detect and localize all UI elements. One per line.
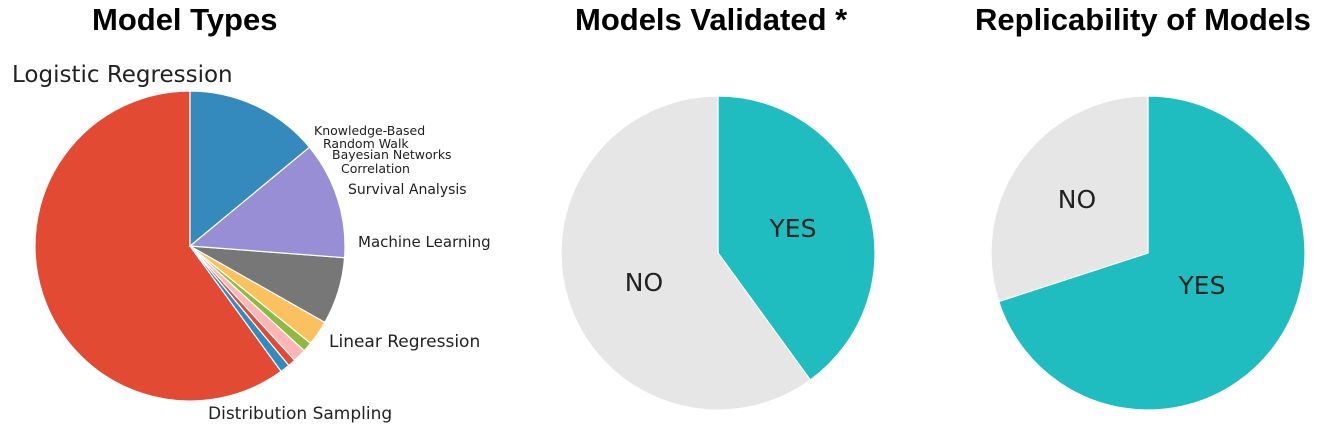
pie-slice-1-logistic-regression [34, 90, 282, 402]
pie-label-2-yes: YES [769, 214, 817, 243]
pie-label-1-linear-regression: Linear Regression [329, 332, 480, 352]
pie-slice-2-yes [717, 95, 876, 381]
pie-label-3-yes: YES [1178, 271, 1226, 300]
pie-label-3-no: NO [1058, 185, 1096, 214]
pie-label-1-correlation: Correlation [341, 161, 410, 176]
pie-label-2-no: NO [625, 268, 663, 297]
pie-label-1-knowledge-based: Knowledge-Based [314, 123, 425, 138]
pie-label-1-distribution-sampling: Distribution Sampling [208, 404, 392, 424]
pie-slice-1-linear-regression [188, 146, 346, 259]
chart-title-replicability: Replicability of Models [975, 2, 1311, 37]
pie-slice-3-yes [997, 95, 1306, 411]
pie-slice-2-no [560, 95, 812, 411]
pie-label-1-random-walk: Random Walk [323, 136, 409, 151]
pie-label-1-survival-analysis: Survival Analysis [348, 182, 467, 198]
chart-title-models-validated: Models Validated * [575, 2, 848, 37]
pie-label-1-machine-learning: Machine Learning [358, 233, 491, 251]
pie-label-1-bayesian-networks: Bayesian Networks [332, 147, 452, 162]
pie-slice-1-distribution-sampling [189, 90, 311, 248]
pie-slice-3-no [990, 95, 1149, 303]
chart-title-model-types: Model Types [92, 2, 278, 37]
pie-label-1-logistic-regression: Logistic Regression [12, 62, 233, 88]
